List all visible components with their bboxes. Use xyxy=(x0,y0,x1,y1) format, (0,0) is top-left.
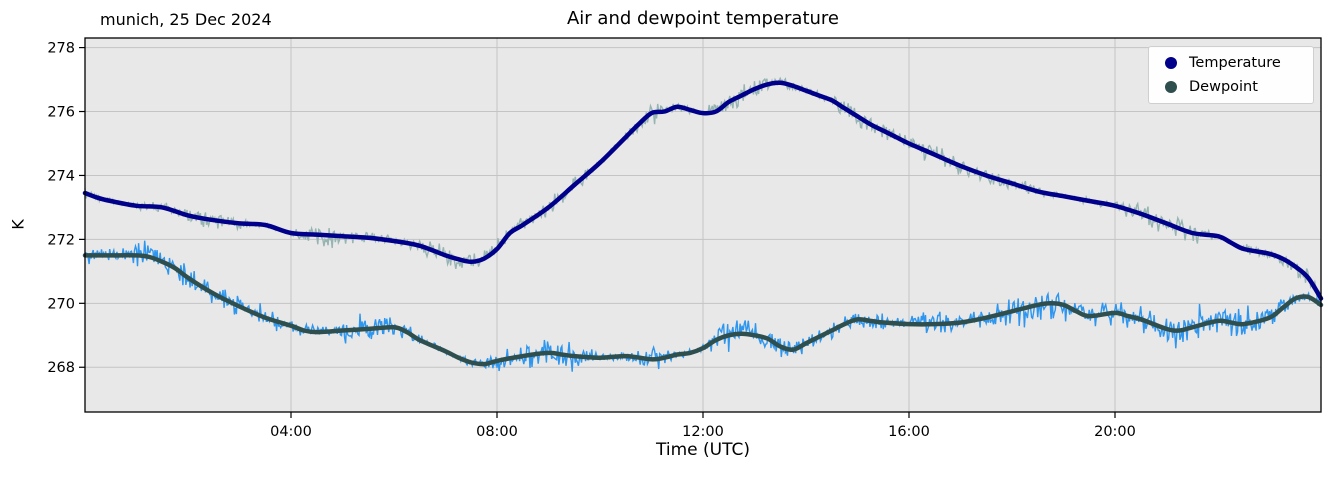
svg-text:04:00: 04:00 xyxy=(270,424,312,440)
dewpoint-marker-icon xyxy=(1165,81,1177,93)
legend: Temperature Dewpoint xyxy=(1148,46,1314,104)
svg-text:08:00: 08:00 xyxy=(476,424,518,440)
svg-text:20:00: 20:00 xyxy=(1094,424,1136,440)
svg-text:16:00: 16:00 xyxy=(888,424,930,440)
legend-label-dewpoint: Dewpoint xyxy=(1189,79,1258,95)
svg-text:276: 276 xyxy=(47,105,75,121)
chart-title: Air and dewpoint temperature xyxy=(566,8,839,29)
svg-text:12:00: 12:00 xyxy=(682,424,724,440)
svg-text:270: 270 xyxy=(47,296,75,312)
x-axis-label: Time (UTC) xyxy=(656,440,750,460)
legend-entry-temperature: Temperature xyxy=(1159,55,1299,71)
svg-text:278: 278 xyxy=(47,41,75,57)
y-axis-label: K xyxy=(8,219,28,230)
legend-label-temperature: Temperature xyxy=(1189,55,1281,71)
temperature-marker-icon xyxy=(1165,57,1177,69)
svg-text:274: 274 xyxy=(47,168,75,184)
svg-text:268: 268 xyxy=(47,360,75,376)
svg-text:272: 272 xyxy=(47,232,75,248)
annotation-location-date: munich, 25 Dec 2024 xyxy=(100,10,272,29)
legend-entry-dewpoint: Dewpoint xyxy=(1159,79,1299,95)
